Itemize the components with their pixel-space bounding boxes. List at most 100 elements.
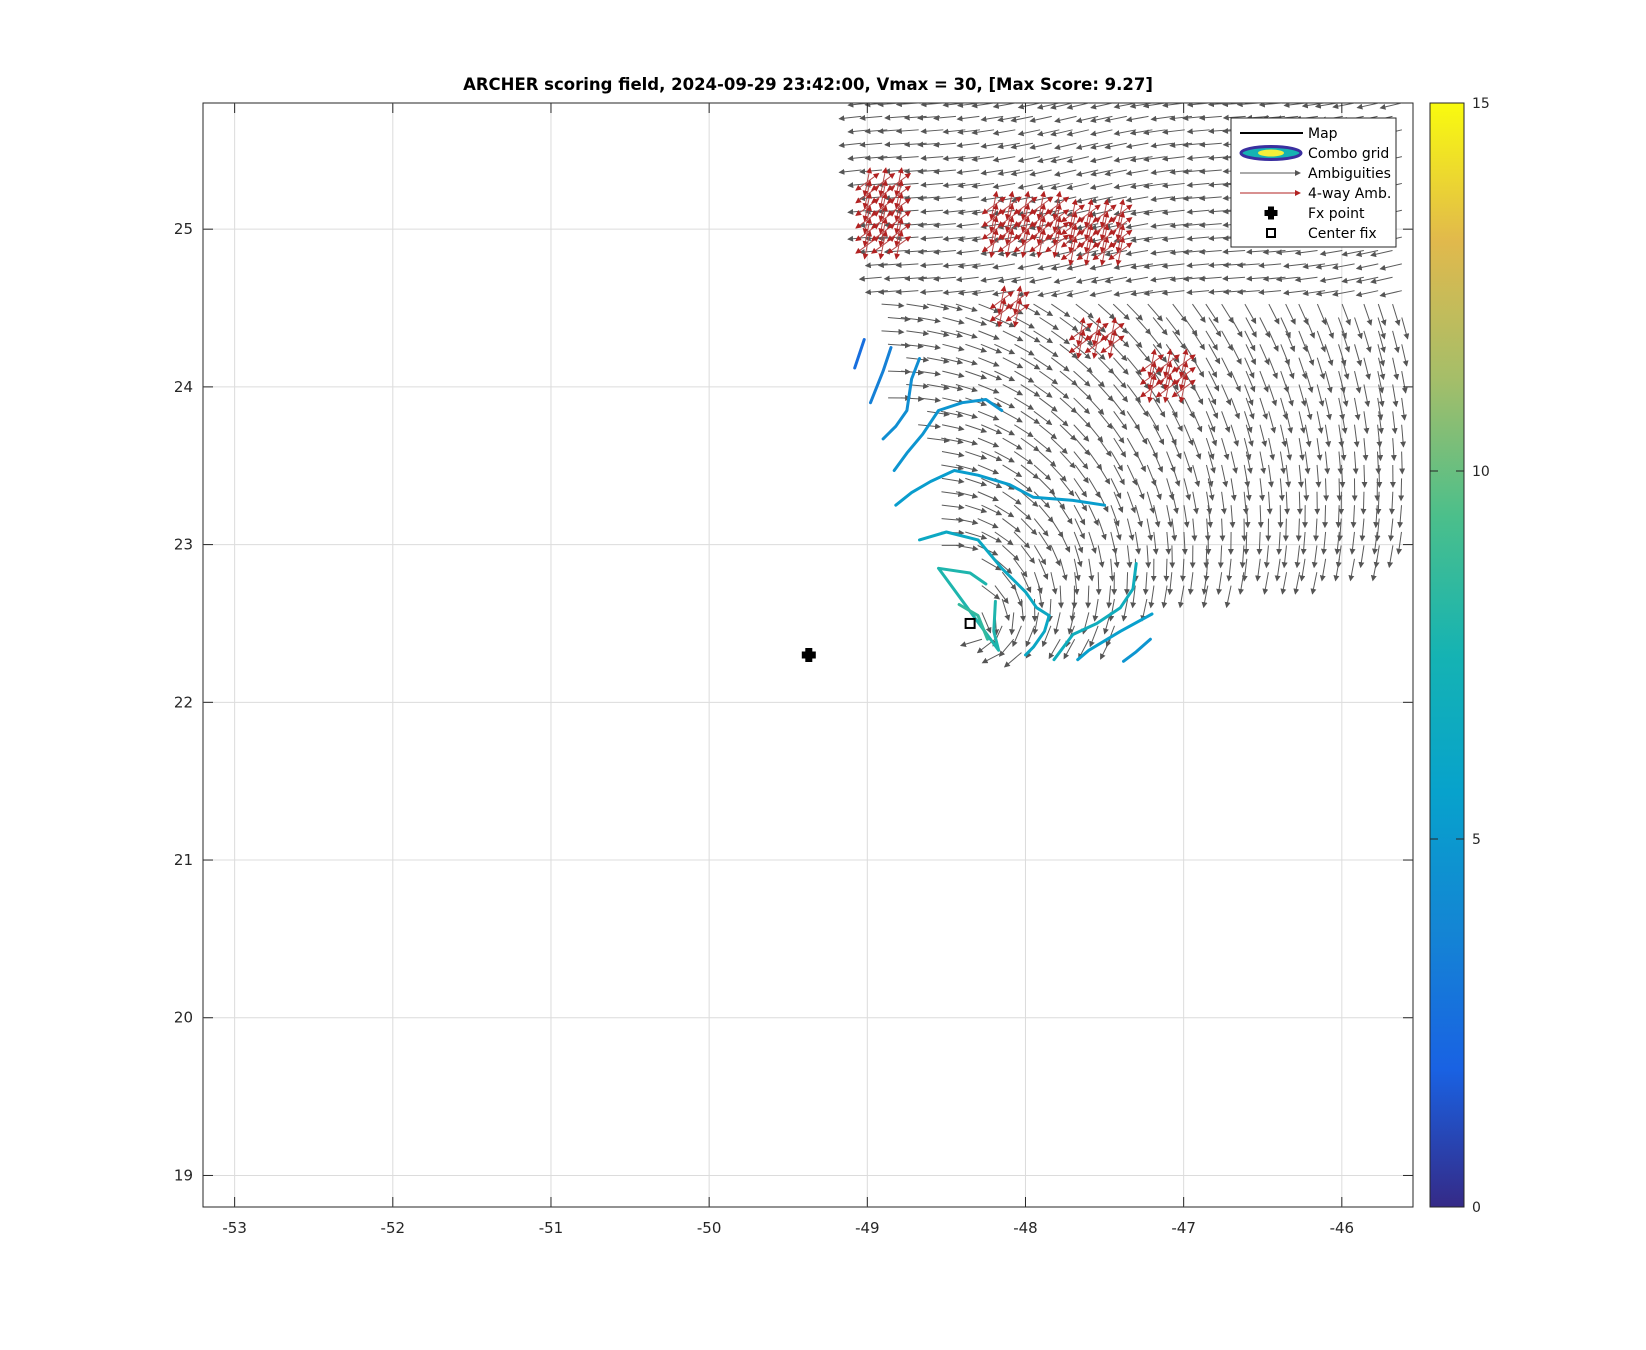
ambiguity-arrow: [1359, 518, 1366, 542]
colorbar-tick-label: 0: [1472, 1200, 1481, 1216]
four-way-arrow: [1036, 243, 1043, 259]
ambiguity-arrow: [1208, 424, 1218, 447]
ambiguity-arrow: [1198, 114, 1222, 121]
ambiguity-arrow: [941, 517, 965, 524]
ambiguity-arrow: [1028, 276, 1052, 284]
ambiguity-arrow: [980, 424, 1003, 435]
ambiguity-arrow: [1161, 585, 1168, 609]
ambiguity-arrow: [1001, 598, 1011, 621]
ambiguity-arrow: [1051, 303, 1071, 318]
ambiguity-arrow: [1360, 491, 1367, 515]
ambiguity-arrow: [1036, 156, 1060, 164]
ambiguity-arrow: [1363, 303, 1373, 326]
ambiguity-arrow: [965, 424, 988, 434]
ambiguity-arrow: [994, 424, 1016, 436]
ambiguity-arrow: [1106, 585, 1113, 609]
four-way-arrow: [881, 217, 888, 233]
ambiguity-arrow: [1392, 384, 1399, 408]
ambiguity-arrow: [1110, 397, 1126, 417]
ambiguity-arrow: [977, 410, 1000, 421]
ambiguity-arrow: [1358, 545, 1365, 569]
ambiguity-arrow: [918, 370, 941, 377]
four-way-arrow: [897, 217, 904, 233]
ambiguity-arrow: [1013, 451, 1034, 465]
ambiguity-arrow: [1324, 397, 1332, 421]
ambiguity-arrow: [1146, 464, 1157, 487]
ambiguity-arrow: [940, 384, 964, 392]
ambiguity-arrow: [1165, 531, 1172, 555]
ambiguity-arrow: [1267, 464, 1274, 488]
ambiguity-arrow: [1389, 491, 1396, 515]
ambiguity-arrow: [1037, 290, 1060, 298]
four-way-arrow: [886, 244, 900, 254]
ambiguity-arrow: [1125, 276, 1148, 284]
ambiguity-arrow: [994, 343, 1016, 355]
ambiguity-arrow: [1166, 478, 1175, 501]
ambiguity-arrow: [1152, 531, 1159, 555]
four-way-arrow: [992, 228, 999, 244]
ambiguity-arrow: [978, 303, 1000, 314]
ambiguity-arrow: [1066, 156, 1089, 164]
ambiguity-arrow: [1069, 598, 1076, 622]
ambiguity-arrow: [1066, 182, 1089, 191]
ambiguity-arrow: [1356, 103, 1380, 110]
y-tick-label: 20: [174, 1009, 193, 1027]
ambiguity-arrow: [1285, 303, 1296, 325]
ambiguity-arrow: [1038, 504, 1054, 523]
ambiguity-arrow: [1041, 625, 1052, 648]
ambiguity-arrow: [1354, 370, 1362, 394]
ambiguity-arrow: [992, 182, 1016, 190]
ambiguity-arrow: [1162, 103, 1185, 109]
ambiguity-arrow: [1161, 209, 1185, 216]
four-way-arrow: [997, 205, 1010, 215]
ambiguity-arrow: [1192, 464, 1201, 488]
four-way-arrow: [1045, 230, 1058, 240]
legend: Map Combo grid Ambiguities 4-way Amb. Fx…: [1230, 117, 1397, 248]
four-way-arrow: [1060, 238, 1074, 248]
ambiguity-arrow: [942, 370, 965, 379]
ambiguity-arrow: [1390, 438, 1397, 462]
four-way-arrow: [1024, 228, 1031, 244]
ambiguity-arrow: [1186, 128, 1210, 135]
ambiguity-arrow: [1280, 424, 1288, 448]
ambiguity-arrow: [1148, 585, 1155, 609]
ambiguity-arrow: [1305, 344, 1315, 366]
four-way-arrow: [1029, 242, 1042, 253]
ambiguity-arrow: [1243, 411, 1253, 434]
ambiguity-arrow: [1245, 451, 1253, 475]
ambiguity-arrow: [1033, 545, 1047, 566]
y-tick-label: 19: [174, 1166, 193, 1184]
ambiguity-arrow: [884, 141, 908, 148]
ambiguity-arrow: [1050, 290, 1074, 298]
ambiguity-arrow: [981, 652, 1003, 664]
ambiguity-arrow: [1398, 478, 1405, 502]
ambiguity-arrow: [1361, 464, 1368, 488]
ambiguity-arrow: [1059, 424, 1077, 441]
ambiguity-arrow: [1089, 625, 1099, 648]
ambiguity-arrow: [1245, 317, 1257, 338]
ambiguity-arrow: [1353, 424, 1360, 448]
x-tick-label: -46: [1330, 1219, 1355, 1237]
ambiguity-arrow: [1258, 289, 1282, 296]
ambiguity-arrow: [1244, 357, 1255, 379]
ambiguity-arrow: [864, 155, 888, 161]
ambiguity-arrow: [1113, 384, 1129, 403]
four-way-arrow: [855, 194, 868, 204]
ambiguity-arrow: [1075, 384, 1093, 401]
ambiguity-arrow: [1375, 451, 1382, 475]
ambiguity-arrow: [1125, 142, 1149, 150]
ambiguity-arrow: [1020, 437, 1040, 452]
ambiguity-arrow: [1341, 384, 1349, 407]
ambiguity-arrow: [1201, 585, 1209, 609]
ambiguity-arrow: [992, 156, 1016, 163]
ambiguity-arrow: [1324, 424, 1332, 448]
ambiguity-arrow: [1059, 531, 1071, 553]
ambiguity-arrow: [1146, 518, 1154, 542]
ambiguity-arrow: [1161, 155, 1185, 162]
ambiguity-arrow: [1097, 464, 1111, 485]
four-way-arrow: [881, 230, 888, 246]
ambiguity-arrow: [1206, 491, 1213, 515]
ambiguity-arrow: [1033, 357, 1053, 371]
ambiguity-arrow: [1033, 410, 1053, 426]
ambiguity-arrow: [1171, 518, 1178, 542]
